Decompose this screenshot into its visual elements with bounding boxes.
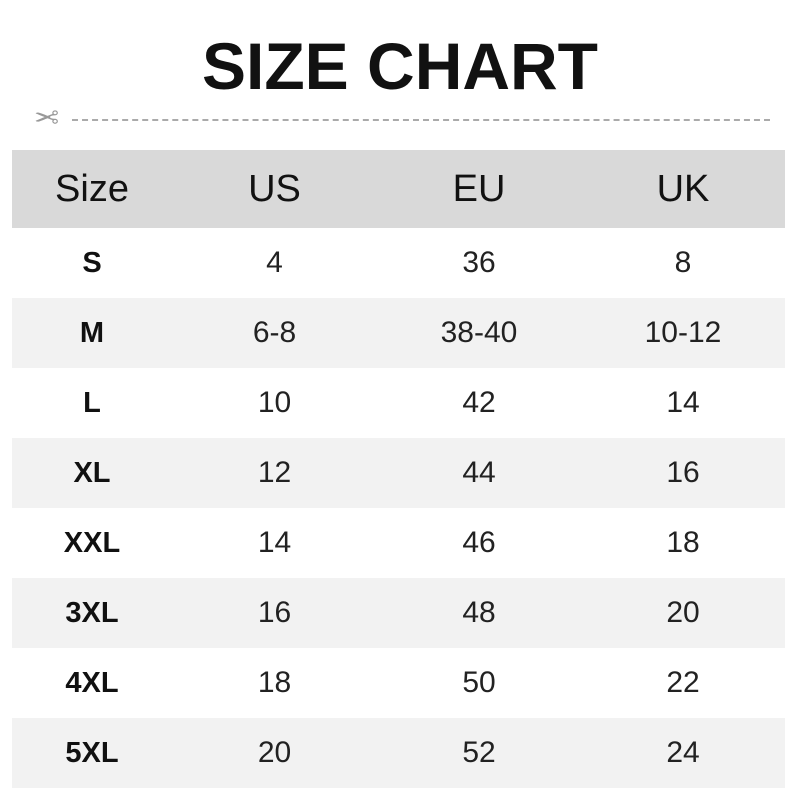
cell-uk: 18 bbox=[666, 526, 700, 559]
cell-eu: 48 bbox=[377, 578, 581, 648]
cell-uk: 8 bbox=[674, 246, 692, 279]
cell-eu: 52 bbox=[377, 718, 581, 788]
cell-us: 12 bbox=[172, 438, 377, 508]
page-title: SIZE CHART bbox=[202, 29, 598, 103]
cell-eu: 50 bbox=[462, 666, 496, 699]
scissors-icon: ✂ bbox=[34, 102, 60, 135]
cell-size: M bbox=[12, 298, 172, 368]
table-row: S 4 36 8 bbox=[12, 228, 785, 298]
header-size: Size bbox=[12, 150, 172, 228]
cell-uk: 16 bbox=[581, 438, 785, 508]
table-row: XXL 14 46 18 bbox=[12, 508, 785, 578]
cell-size: XL bbox=[12, 438, 172, 508]
cell-size: 4XL bbox=[65, 666, 119, 699]
table-header-row: Size US EU UK bbox=[12, 150, 785, 228]
cell-eu: 46 bbox=[462, 526, 496, 559]
cell-uk: 14 bbox=[666, 386, 700, 419]
cell-size: 5XL bbox=[12, 718, 172, 788]
table-row: XL 12 44 16 bbox=[12, 438, 785, 508]
cell-us: 10 bbox=[257, 386, 292, 419]
cut-line: ✂ bbox=[34, 102, 770, 135]
cell-us: 6-8 bbox=[172, 298, 377, 368]
cell-us: 18 bbox=[257, 666, 292, 699]
cell-eu: 38-40 bbox=[377, 298, 581, 368]
header-eu: EU bbox=[377, 150, 581, 228]
cell-eu: 42 bbox=[462, 386, 496, 419]
cell-us: 14 bbox=[257, 526, 292, 559]
cell-us: 4 bbox=[266, 246, 283, 279]
cell-us: 20 bbox=[172, 718, 377, 788]
cell-size: S bbox=[82, 246, 102, 279]
cell-uk: 22 bbox=[666, 666, 700, 699]
cell-uk: 10-12 bbox=[581, 298, 785, 368]
header-us: US bbox=[172, 150, 377, 228]
cell-eu: 36 bbox=[462, 246, 496, 279]
cell-uk: 24 bbox=[581, 718, 785, 788]
cell-size: L bbox=[83, 386, 101, 419]
size-table: Size US EU UK S 4 36 8 M 6-8 38-40 10-12 L 10 42 14… bbox=[12, 150, 785, 788]
header-uk: UK bbox=[581, 150, 785, 228]
table-row: M 6-8 38-40 10-12 bbox=[12, 298, 785, 368]
table-row: 5XL 20 52 24 bbox=[12, 718, 785, 788]
table-row: 3XL 16 48 20 bbox=[12, 578, 785, 648]
cell-us: 16 bbox=[172, 578, 377, 648]
cell-eu: 44 bbox=[377, 438, 581, 508]
cell-uk: 20 bbox=[581, 578, 785, 648]
table-row: 4XL 18 50 22 bbox=[12, 648, 785, 718]
cell-size: 3XL bbox=[12, 578, 172, 648]
dashed-divider bbox=[72, 119, 770, 121]
table-row: L 10 42 14 bbox=[12, 368, 785, 438]
cell-size: XXL bbox=[63, 526, 121, 559]
